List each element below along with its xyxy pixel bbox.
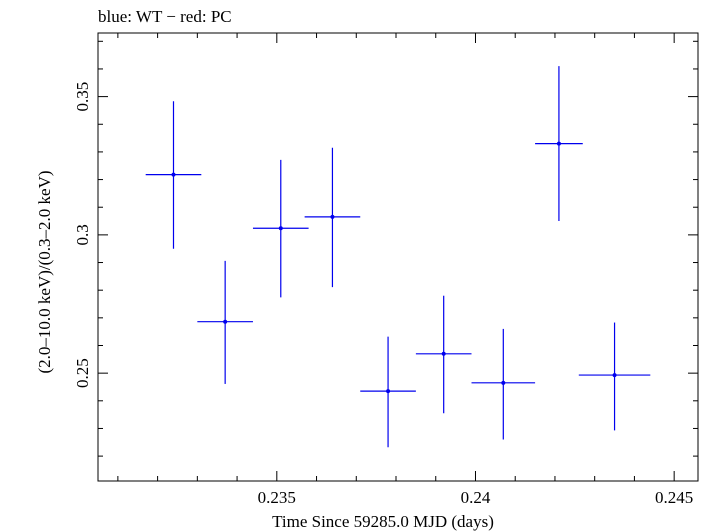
point-marker (386, 389, 391, 394)
point-marker (441, 351, 446, 356)
y-axis-label: (2.0–10.0 keV)/(0.3–2.0 keV) (35, 170, 54, 373)
axis-tick-labels: 0.235 0.24 0.245 0.25 0.3 0.35 (73, 82, 693, 507)
point-marker (612, 373, 617, 378)
x-axis-label: Time Since 59285.0 MJD (days) (272, 512, 494, 531)
data-point (360, 336, 416, 448)
data-point (415, 295, 472, 414)
y-tick-label: 0.35 (73, 82, 92, 112)
point-marker (223, 319, 228, 324)
x-tick-label: 0.24 (461, 488, 491, 507)
data-point (535, 66, 583, 222)
x-tick-label: 0.245 (655, 488, 693, 507)
plot-frame (97, 32, 699, 482)
data-point (578, 322, 651, 431)
data-point (471, 328, 536, 440)
point-marker (501, 380, 506, 385)
data-point (197, 260, 253, 384)
axis-ticks (98, 33, 698, 481)
data-point (304, 147, 361, 288)
y-tick-label: 0.25 (73, 358, 92, 388)
data-point (252, 159, 309, 298)
data-point (145, 101, 202, 249)
point-marker (330, 214, 335, 219)
y-tick-label: 0.3 (73, 224, 92, 245)
point-marker (171, 172, 176, 177)
x-tick-label: 0.235 (258, 488, 296, 507)
chart-title: blue: WT − red: PC (98, 7, 232, 26)
data-points (145, 66, 651, 448)
point-marker (278, 226, 283, 231)
point-marker (556, 141, 561, 146)
